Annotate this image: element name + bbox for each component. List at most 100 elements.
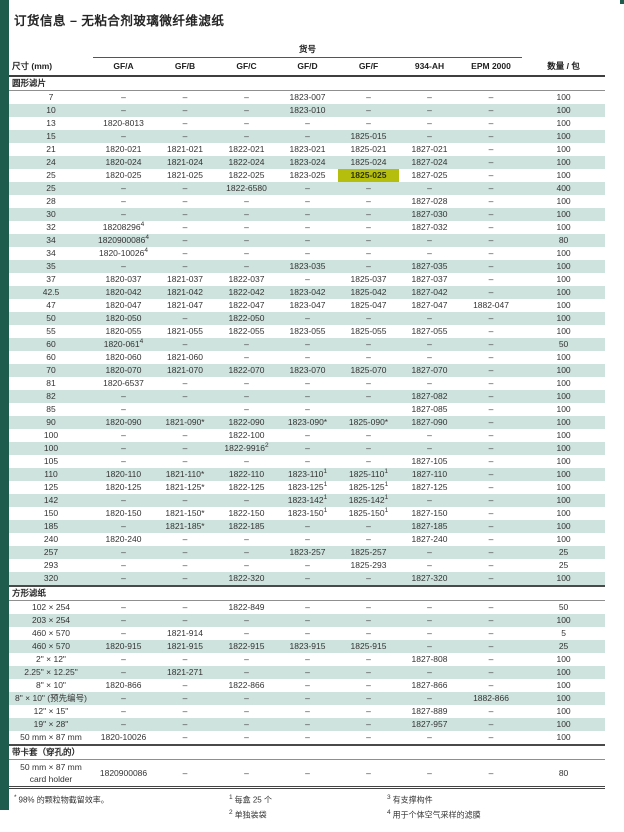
catalog-cell: 1827-082 (399, 390, 460, 403)
qty-cell: 100 (556, 378, 571, 388)
catalog-cell: – (154, 546, 216, 559)
qty-cell: 100 (556, 196, 571, 206)
qty-cell: 100 (522, 442, 606, 455)
catalog-cell: – (338, 234, 399, 247)
section-tbody: 方形滤纸 102 × 254– –1822-849– – – –50 203 × 254– –… (9, 585, 606, 745)
qty-cell: 100 (556, 170, 571, 180)
column-header-row: 尺寸 (mm) GF/A GF/B GF/C GF/D GF/F 934-AH EPM 200… (9, 57, 606, 77)
size-cell: 257 (9, 546, 93, 559)
catalog-cell: 1820-150 (105, 508, 142, 518)
catalog-cell: – (216, 390, 277, 403)
size-cell: 42.5 (9, 286, 93, 299)
size-cell: 320 (9, 572, 93, 586)
catalog-cell (338, 403, 399, 416)
catalog-cell: – (338, 312, 399, 325)
catalog-cell: – (305, 274, 310, 284)
size-cell: 13 (46, 118, 56, 128)
table-row: 70 1820-070 1821-070 1822-070 1823-070 1825-0… (9, 364, 606, 377)
catalog-cell: – (154, 390, 216, 403)
section-header-row: 带卡套（穿孔的） (9, 744, 606, 760)
column-header: GF/D (277, 57, 338, 77)
catalog-cell: – (399, 182, 460, 195)
table-row: 50 mm × 87 mm card holder 1820900086– – – – – –… (9, 759, 606, 789)
table-row: 34 18209000864– – – – – –80 (9, 234, 606, 247)
qty-cell: 100 (556, 274, 571, 284)
catalog-cell: 1821-021 (167, 144, 203, 154)
catalog-cell: 1823-257 (277, 546, 338, 559)
qty-cell: 100 (556, 680, 571, 690)
catalog-cell: – (366, 430, 371, 440)
size-cell: 70 (9, 364, 93, 377)
size-cell: 460 × 570 (31, 628, 71, 638)
size-cell: 185 (9, 520, 93, 533)
catalog-cell: – (93, 494, 154, 507)
catalog-cell: – (182, 378, 188, 388)
catalog-cell: – (216, 666, 277, 679)
catalog-cell: – (277, 130, 338, 143)
column-header: GF/B (154, 57, 216, 77)
catalog-cell: – (399, 494, 460, 507)
catalog-cell: 1823-047 (289, 300, 326, 310)
catalog-cell: – (93, 546, 154, 559)
size-cell: 60 (9, 338, 93, 351)
catalog-cell: – (460, 286, 523, 299)
catalog-cell: – (488, 118, 494, 128)
footnote-column-middle: 1 每盒 25 个 2 单独装袋 (229, 792, 272, 821)
qty-cell: 100 (522, 156, 606, 169)
table-row: 82– – – – –1827-082–100 (9, 390, 606, 403)
table-row: 81 1820-6537 – – – – – – 100 (9, 377, 605, 390)
catalog-cell: 1821-110* (154, 468, 216, 481)
catalog-cell: – (244, 222, 249, 232)
catalog-cell: – (366, 706, 371, 716)
catalog-cell: – (338, 338, 399, 351)
size-cell: 293 (43, 560, 59, 570)
size-cell: 50 (9, 312, 93, 325)
catalog-cell: 1822-090 (216, 416, 277, 429)
catalog-cell: 1827-030 (399, 208, 460, 221)
catalog-cell: – (154, 614, 216, 627)
qty-cell: 100 (556, 248, 571, 258)
catalog-cell: – (154, 442, 216, 455)
section-label: 带卡套（穿孔的） (9, 744, 606, 760)
table-row: 47 1820-047 1821-047 1822-047 1823-047 1825-0… (9, 299, 605, 312)
table-row: 32 182082964 – – – – 1827-032 – 100 (9, 221, 605, 234)
catalog-cell: – (338, 759, 399, 789)
catalog-cell: 1821-055 (167, 326, 203, 336)
catalog-cell: – (277, 692, 338, 705)
table-row: 28 – – – – – 1827-028 – 100 (9, 195, 605, 208)
catalog-cell: 1823-915 (277, 640, 338, 653)
catalog-cell: – (182, 706, 188, 716)
catalog-cell: 1827-032 (411, 222, 448, 232)
catalog-cell: 1820-240 (105, 534, 142, 544)
catalog-cell: 1822-99162 (216, 442, 277, 455)
qty-cell: 100 (522, 364, 606, 377)
table-row: 50 mm × 87 mm 1820-10026 – – – – – – 100 (9, 731, 605, 745)
catalog-cell: 1822-915 (216, 640, 277, 653)
table-row: 50 1820-050–1822-050– – – –100 (9, 312, 606, 325)
catalog-cell: – (154, 104, 216, 117)
catalog-cell: – (460, 234, 523, 247)
table-row: 203 × 254– – – – – – –100 (9, 614, 606, 627)
catalog-cell: – (244, 456, 249, 466)
catalog-cell: – (366, 378, 371, 388)
catalog-cell: 1827-866 (411, 680, 448, 690)
catalog-cell: 1823-021 (289, 144, 326, 154)
size-cell: 25 (9, 182, 93, 195)
catalog-cell: – (244, 628, 249, 638)
column-header: EPM 2000 (460, 57, 523, 77)
catalog-cell: – (460, 208, 523, 221)
catalog-cell: 1827-037 (411, 274, 448, 284)
table-row: 60 1820-060 1821-060 – – – – – 100 (9, 351, 605, 364)
catalog-cell: – (460, 416, 523, 429)
catalog-cell: – (121, 654, 126, 664)
catalog-cell: – (277, 572, 338, 586)
table-row: 8" × 10" (预先编号) – – – – – –1882-866 100 (9, 692, 606, 705)
size-cell: 81 (46, 378, 56, 388)
catalog-cell: 1827-090 (399, 416, 460, 429)
catalog-cell: – (488, 274, 494, 284)
table-row: 240 1820-240 – – – – 1827-240 – 100 (9, 533, 605, 546)
catalog-cell: 1825-915 (338, 640, 399, 653)
catalog-cell: – (338, 104, 399, 117)
catalog-cell: – (244, 196, 249, 206)
qty-cell: 5 (561, 628, 566, 638)
